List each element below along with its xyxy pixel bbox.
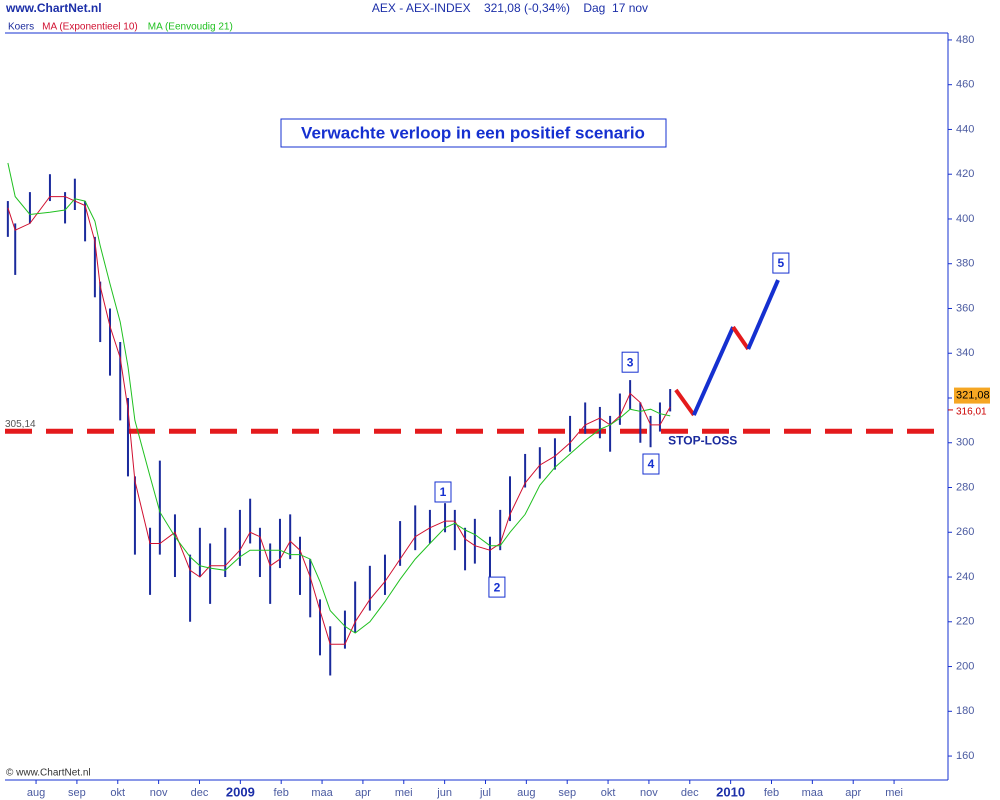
wave-box xyxy=(772,252,790,274)
x-tick-label: okt xyxy=(110,787,125,799)
y-tick-label: 160 xyxy=(956,750,974,762)
legend-price: Koers xyxy=(8,22,34,33)
x-tick-label: 2010 xyxy=(716,784,745,799)
wave-box xyxy=(434,481,452,503)
chart-title: AEX - AEX-INDEX 321,08 (-0,34%) Dag 17 n… xyxy=(372,1,648,15)
scenario-segment xyxy=(731,325,750,351)
x-tick-label: sep xyxy=(68,787,86,799)
y-tick-label: 220 xyxy=(956,616,974,628)
x-tick-label: mei xyxy=(395,787,413,799)
y-tick-label: 480 xyxy=(956,34,974,46)
x-tick-label: dec xyxy=(191,787,209,799)
wave-box xyxy=(488,576,506,598)
wave-label: 1 xyxy=(440,485,447,499)
last-value-box xyxy=(954,387,990,404)
x-tick-label: 2009 xyxy=(226,784,255,799)
y-tick-label: 180 xyxy=(956,705,974,717)
site-name: www.ChartNet.nl xyxy=(5,1,102,15)
x-tick-label: aug xyxy=(27,787,45,799)
annotation-frame xyxy=(280,118,667,148)
scenario-segment xyxy=(746,279,780,350)
x-tick-label: nov xyxy=(150,787,168,799)
y-tick-label: 420 xyxy=(956,168,974,180)
x-tick-label: apr xyxy=(845,787,861,799)
ma-line xyxy=(7,196,671,645)
y-tick-label: 380 xyxy=(956,258,974,270)
x-tick-label: nov xyxy=(640,787,658,799)
y-tick-label: 300 xyxy=(956,437,974,449)
x-tick-label: okt xyxy=(601,787,616,799)
legend-entry: MA (Exponentieel 10) xyxy=(42,22,138,33)
y-tick-label: 240 xyxy=(956,571,974,583)
y-tick-label: 340 xyxy=(956,347,974,359)
y-tick-label: 360 xyxy=(956,302,974,314)
last-value-label: 316,01 xyxy=(956,407,987,418)
wave-box xyxy=(621,351,639,373)
wave-label: 4 xyxy=(648,457,655,471)
x-tick-label: aug xyxy=(517,787,535,799)
wave-box xyxy=(642,453,660,475)
x-tick-label: maa xyxy=(311,787,333,799)
y-tick-label: 440 xyxy=(956,123,974,135)
stop-loss-text: STOP-LOSS xyxy=(668,433,737,447)
stop-loss-value: 305,14 xyxy=(5,419,36,430)
wave-label: 5 xyxy=(778,256,785,270)
copyright: © www.ChartNet.nl xyxy=(6,768,91,779)
x-tick-label: apr xyxy=(355,787,371,799)
wave-label: 2 xyxy=(494,580,501,594)
ma-line xyxy=(7,162,671,634)
x-tick-label: feb xyxy=(764,787,779,799)
x-tick-label: sep xyxy=(558,787,576,799)
x-tick-label: mei xyxy=(885,787,903,799)
y-tick-label: 280 xyxy=(956,481,974,493)
y-tick-label: 200 xyxy=(956,660,974,672)
wave-label: 3 xyxy=(627,355,634,369)
x-tick-label: jul xyxy=(479,787,491,799)
y-tick-label: 460 xyxy=(956,79,974,91)
y-tick-label: 400 xyxy=(956,213,974,225)
x-tick-label: maa xyxy=(802,787,824,799)
legend-entry: MA (Eenvoudig 21) xyxy=(148,22,233,33)
x-tick-label: jun xyxy=(436,787,452,799)
last-value-label: 321,08 xyxy=(956,389,990,401)
annotation-box: Verwachte verloop in een positief scenar… xyxy=(301,123,645,142)
scenario-segment xyxy=(692,326,735,416)
x-tick-label: feb xyxy=(274,787,289,799)
y-tick-label: 260 xyxy=(956,526,974,538)
scenario-segment xyxy=(674,388,696,417)
x-tick-label: dec xyxy=(681,787,699,799)
